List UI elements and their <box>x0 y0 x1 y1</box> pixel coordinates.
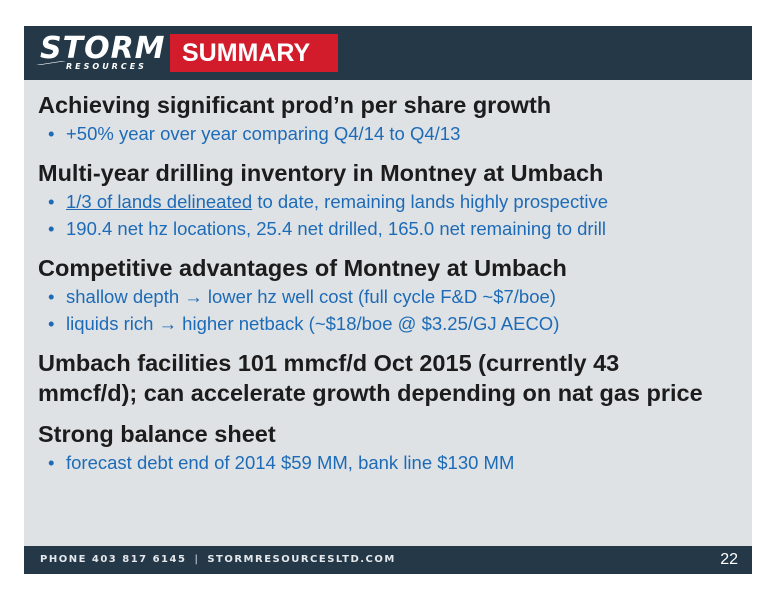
bullet-list: • 1/3 of lands delineated to date, remain… <box>38 188 748 242</box>
bullet-list: • +50% year over year comparing Q4/14 to … <box>38 120 748 147</box>
section-drilling-inventory: Multi-year drilling inventory in Montney… <box>38 158 748 242</box>
title-box: SUMMARY <box>170 34 338 72</box>
summary-content: Achieving significant prod’n per share g… <box>38 90 748 487</box>
bullet-text: to date, remaining lands highly prospect… <box>252 191 609 212</box>
bullet-text: +50% year over year comparing Q4/14 to Q… <box>66 123 461 144</box>
bullet-text: forecast debt end of 2014 $59 MM, bank l… <box>66 452 515 473</box>
list-item: • 1/3 of lands delineated to date, remain… <box>38 188 748 215</box>
list-item: • +50% year over year comparing Q4/14 to … <box>38 120 748 147</box>
logo-wordmark: STORM <box>40 31 166 66</box>
bullet-text: liquids rich → higher netback (~$18/boe … <box>66 313 560 334</box>
footer-separator: | <box>194 554 200 565</box>
bullet-dot-icon: • <box>48 286 55 307</box>
list-item: • forecast debt end of 2014 $59 MM, bank … <box>38 449 748 476</box>
bullet-list: • forecast debt end of 2014 $59 MM, bank … <box>38 449 748 476</box>
bullet-dot-icon: • <box>48 218 55 239</box>
bullet-dot-icon: • <box>48 191 55 212</box>
section-balance-sheet: Strong balance sheet • forecast debt end … <box>38 419 748 476</box>
section-heading: Multi-year drilling inventory in Montney… <box>38 160 604 186</box>
bullet-list: • shallow depth → lower hz well cost (ful… <box>38 283 748 337</box>
footer-website-link[interactable]: STORMRESOURCESLTD.COM <box>207 554 396 565</box>
list-item: • shallow depth → lower hz well cost (ful… <box>38 283 748 310</box>
logo-swoosh-icon <box>36 61 66 65</box>
footer-contact: PHONE 403 817 6145 | STORMRESOURCESLTD.COM <box>40 553 396 567</box>
section-heading-line-2: mmcf/d); can accelerate growth depending… <box>38 380 703 406</box>
section-heading: Strong balance sheet <box>38 421 276 447</box>
section-heading-line-1: Umbach facilities 101 mmcf/d Oct 2015 (c… <box>38 350 620 376</box>
logo-subtitle: RESOURCES <box>66 62 147 71</box>
header-bar: STORM RESOURCES SUMMARY <box>24 26 752 80</box>
section-competitive-advantages: Competitive advantages of Montney at Umb… <box>38 253 748 337</box>
list-item: • liquids rich → higher netback (~$18/boe… <box>38 310 748 337</box>
section-production-growth: Achieving significant prod’n per share g… <box>38 90 748 147</box>
lands-delineated-link[interactable]: 1/3 of lands delineated <box>66 191 253 212</box>
section-umbach-facilities: Umbach facilities 101 mmcf/d Oct 2015 (c… <box>38 348 748 408</box>
bullet-dot-icon: • <box>48 313 55 334</box>
section-heading: Achieving significant prod’n per share g… <box>38 92 552 118</box>
storm-logo: STORM RESOURCES <box>36 32 166 74</box>
bullet-text: shallow depth → lower hz well cost (full… <box>66 286 556 307</box>
bullet-dot-icon: • <box>48 123 55 144</box>
footer-phone: PHONE 403 817 6145 <box>40 554 187 565</box>
bullet-dot-icon: • <box>48 452 55 473</box>
slide: STORM RESOURCES SUMMARY Achieving signif… <box>24 26 752 574</box>
bullet-text: 190.4 net hz locations, 25.4 net drilled… <box>66 218 606 239</box>
page-title: SUMMARY <box>182 39 311 67</box>
list-item: • 190.4 net hz locations, 25.4 net drille… <box>38 215 748 242</box>
footer-bar: PHONE 403 817 6145 | STORMRESOURCESLTD.COM… <box>24 546 752 574</box>
section-heading: Competitive advantages of Montney at Umb… <box>38 255 567 281</box>
page-number: 22 <box>720 551 738 568</box>
